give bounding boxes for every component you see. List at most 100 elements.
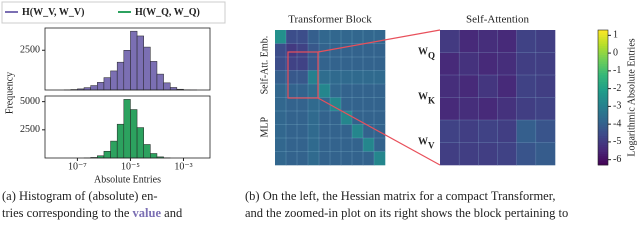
bar [150,61,158,91]
colorbar-segment [598,104,608,107]
colorbar-tick-label: -3 [613,101,621,112]
legend-box [1,1,226,24]
heatmap-cell [319,151,331,166]
heatmap-cell [330,111,342,125]
colorbar-segment [598,158,608,161]
colorbar-segment [598,48,608,51]
row-label-sub: Q [428,51,435,61]
heatmap-cell [497,97,517,121]
x-tick-label: 10⁻⁷ [68,161,87,172]
colorbar-segment [598,138,608,141]
colorbar-segment [598,142,608,146]
colorbar-segment [598,162,608,166]
heatmap-cell [497,142,517,166]
heatmap-cell [440,30,460,53]
row-label: MLP [259,116,270,137]
bar [110,70,118,91]
heatmap-cell [286,151,298,166]
heatmap-cell [535,52,556,76]
heatmap-cell [319,97,331,112]
colorbar-segment [598,86,608,89]
colorbar-segment [598,45,608,49]
heatmap-cell [330,70,342,85]
colorbar-segment [598,50,608,53]
heatmap-cell [516,97,537,121]
bar [123,50,131,91]
heatmap-cell [297,124,309,139]
bar [116,61,125,91]
heatmap-cell [363,30,375,44]
colorbar-segment [598,99,608,103]
heatmap-cell [275,30,287,44]
heatmap-cell [478,30,498,53]
colorbar-segment [598,102,608,105]
caption-b-line: and the zoomed-in plot on its right show… [245,206,568,220]
heatmap-cell [330,124,342,139]
heatmap-cell [275,138,287,152]
heatmap-cell [275,84,287,98]
heatmap-cell [341,124,353,139]
colorbar-segment [598,126,608,130]
colorbar-segment [598,115,608,119]
colorbar-frame [597,29,609,166]
heatmap-cell [535,75,556,98]
heatmap-cell [297,30,309,44]
colorbar-segment [598,120,608,123]
zoom-line [317,97,441,166]
heatmap-cell [286,70,298,85]
axes-frame [44,95,211,159]
colorbar-segment [598,79,608,83]
heatmap-cell [297,97,309,112]
heatmap-cell [330,57,342,71]
heatmap-cell [478,142,498,166]
heatmap-cell [363,111,375,125]
heatmap-cell [275,43,287,58]
colorbar-segment [598,113,608,116]
row-label-base: W [418,137,428,148]
heatmap-cell [297,111,309,125]
colorbar-tick-label: -4 [613,118,621,129]
colorbar-segment [598,36,608,40]
heatmap-cell [363,57,375,71]
bar [97,82,105,91]
heatmap-cell [308,138,320,152]
heatmap-cell [319,84,331,98]
heatmap-cell [374,138,386,152]
colorbar-segment [598,140,608,143]
x-tick-label: 10⁻³ [174,161,192,172]
caption-a-line: tries corresponding to the value and [2,206,183,220]
heatmap-cell [319,124,331,139]
heatmap-cell [341,30,353,44]
colorbar-tick-label: 1 [613,30,618,41]
colorbar-segment [598,144,608,148]
heatmap-cell [297,84,309,98]
colorbar-segment [598,156,608,159]
zoom-line [317,29,441,53]
heatmap-cell [341,70,353,85]
heatmap-cell [374,43,386,58]
heatmap-cell [297,70,309,85]
x-tick-label: 10⁻⁵ [121,161,140,172]
heatmap-cell [352,30,364,44]
colorbar-tick-label: -2 [613,83,621,94]
colorbar-segment [598,75,608,78]
heatmap-cell [308,111,320,125]
heatmap-cell [440,142,460,166]
colorbar-tick-label: -5 [613,136,621,147]
heatmap-cell [374,30,386,44]
heatmap-cell [308,124,320,139]
legend-label: H(W_Q, W_Q) [135,7,200,18]
heatmap-cell [363,151,375,166]
heatmap-cell [459,120,479,143]
heatmap-cell [459,52,479,76]
heatmap-cell [330,138,342,152]
heatmap-cell [440,75,460,98]
caption-a-line: (a) Histogram of (absolute) en- [2,189,158,203]
heatmap-cell [516,52,537,76]
bar [116,123,125,159]
heatmap-cell [440,52,460,76]
colorbar-segment [598,66,608,69]
colorbar-tick-label: -6 [613,154,621,165]
heatmap-cell [535,142,556,166]
heatmap-cell [497,30,517,53]
